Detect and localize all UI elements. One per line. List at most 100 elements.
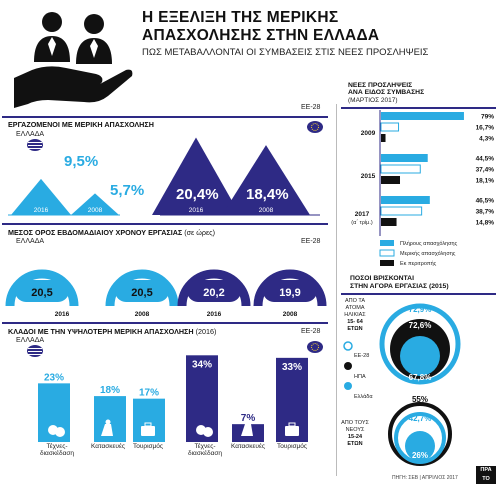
ring-g2-greece [405,431,435,461]
hires-tick-2017: 2017 [355,211,370,218]
bar-hires-2009-part [380,122,400,132]
bar-hires-2017-full [381,196,430,204]
sector-tick-eu-2: Τουρισμός [277,442,307,450]
construction-worker-icon [241,419,253,436]
new-hires-title-line2: ΑΝΑ ΕΙΔΟΣ ΣΥΜΒΑΣΗΣ [348,89,425,96]
legend-rotation-label: Εκ περιτροπής [400,260,437,267]
weekly-hours-title-wrap: ΜΕΣΟΣ ΟΡΟΣ ΕΒΔΟΜΑΔΙΑΙΟΥ ΧΡΟΝΟΥ ΕΡΓΑΣΙΑΣ … [8,228,215,237]
value-label-hires-2015-rotation: 18,1% [476,178,495,185]
section-divider [341,293,496,295]
value-label-gr-2008: 5,7% [110,182,144,199]
bar-hires-2017-rotation [381,218,397,226]
value-label-eu-2016: 20,4% [176,186,219,203]
value-label-sector-eu-0: 34% [192,359,212,370]
sector-tick-gr-0: Τέχνες-διασκέδαση [40,442,74,457]
value-label-hires-2017-full: 46,5% [476,198,495,205]
tri-eu-2016 [152,137,240,215]
suitcase-icon [141,422,155,436]
value-label-hours-gr-2016: 20,5 [31,287,52,299]
sectors-title: ΚΛΑΔΟΙ ΜΕ ΤΗΝ ΥΨΗΛΟΤΕΡΗ ΜΕΡΙΚΗ ΑΠΑΣΧΟΛΗΣ… [8,327,194,336]
new-hires-note: (ΜΑΡΤΙΟΣ 2017) [348,97,398,104]
weekly-hours-chart: 20,5 20,5 20,2 19,9 2016 2008 2016 2008 [5,269,327,318]
gauge-eu-2008: 19,9 [253,269,327,307]
value-label-sector-eu-2: 33% [282,362,302,373]
suitcase-icon [285,422,299,436]
sectors-title-wrap: ΚΛΑΔΟΙ ΜΕ ΤΗΝ ΥΨΗΛΟΤΕΡΗ ΜΕΡΙΚΗ ΑΠΑΣΧΟΛΗΣ… [8,327,216,336]
eu-flag-icon [307,341,323,353]
bar-hires-2015-rotation [381,176,401,184]
labour-g1-bold1: 15- 64 [347,319,364,325]
tick-gr-2016: 2016 [34,207,49,214]
value-label-hires-2015-part: 37,4% [476,167,495,174]
gauge-gr-2016: 20,5 [5,269,79,307]
greece-label: ΕΛΛΑΔΑ [16,131,45,138]
value-label-sector-gr-2: 17% [139,388,159,399]
tick-eu-2016: 2016 [189,207,204,214]
value-label-sector-gr-0: 23% [44,372,64,383]
sectors-note: (2016) [195,327,217,336]
labour-title-line1: ΠΟΣΟΙ ΒΡΙΣΚΟΝΤΑΙ [350,275,414,282]
tick-eu-2008: 2008 [259,207,274,214]
eu28-label: ΕΕ-28 [301,104,321,111]
labour-g1-bold2: ΕΤΩΝ [347,326,362,332]
legend-usa-label: ΗΠΑ [354,374,366,380]
new-hires-chart: 2009 2015 2017 (α΄ τρίμ.) 79% 16,7% 4,3% 44… [351,110,495,267]
publisher-logo: ΠΡΑ ΤΟ [476,466,496,484]
tick-gr-2008: 2008 [88,207,103,214]
section-divider [2,322,328,324]
sector-tick-eu-1: Κατασκευές [231,442,265,450]
value-label-hires-2009-full: 79% [481,114,494,121]
value-label-hours-gr-2008: 20,5 [131,287,152,299]
bar-hires-2017-part [380,206,423,216]
labour-g2-bold2: ΕΤΩΝ [347,441,362,447]
label-g2-second: 42,7% [409,414,432,423]
ring-g1-greece [400,336,440,376]
bar-hires-2009-full [381,112,464,120]
gauge-gr-2008: 20,5 [105,269,179,307]
labour-title-line2: ΣΤΗΝ ΑΓΟΡΑ ΕΡΓΑΣΙΑΣ (2015) [350,283,449,290]
legend-swatch-rotation [380,260,394,266]
theater-masks-icon [196,425,213,437]
legend-usa-dot [344,362,352,370]
greek-flag-icon [27,139,43,151]
value-label-hours-eu-2008: 19,9 [279,287,300,299]
value-label-sector-eu-1: 7% [241,413,256,424]
page-title-line2: ΑΠΑΣΧΟΛΗΣΗΣ ΣΤΗΝ ΕΛΛΑΔΑ [142,27,380,44]
value-label-sector-gr-1: 18% [100,385,120,396]
hires-tick-2015: 2015 [361,173,376,180]
labour-g1-line1: ΑΠΟ ΤΑ [345,298,365,304]
tick-hours-gr-2016: 2016 [55,311,70,318]
tick-hours-gr-2008: 2008 [135,311,150,318]
value-label-hires-2017-rotation: 14,8% [476,220,495,227]
value-label-hires-2009-rotation: 4,3% [479,136,494,143]
greece-label: ΕΛΛΑΔΑ [16,238,45,245]
greece-label: ΕΛΛΑΔΑ [16,337,45,344]
employed-part-time-chart: 9,5% 5,7% 20,4% 18,4% 2016 2008 2016 200… [8,137,320,216]
bar-hires-2009-rotation [381,134,386,142]
value-label-hires-2015-full: 44,5% [476,156,495,163]
labour-g2-line1: ΑΠΟ ΤΟΥΣ [341,420,369,426]
label-g1-greece: 67,8% [409,373,432,382]
construction-worker-icon [101,419,113,436]
hires-tick-2017-note: (α΄ τρίμ.) [351,220,373,226]
tick-hours-eu-2016: 2016 [207,311,222,318]
sector-tick-gr-2: Τουρισμός [133,442,163,450]
gauge-eu-2016: 20,2 [177,269,251,307]
handshake-people-icon [14,12,133,108]
value-label-gr-2016: 9,5% [64,153,98,170]
section-divider [341,107,496,109]
hires-tick-2009: 2009 [361,130,376,137]
tick-hours-eu-2008: 2008 [283,311,298,318]
value-label-hires-2009-part: 16,7% [476,125,495,132]
greek-flag-icon [27,345,43,357]
bar-hires-2015-full [381,154,428,162]
value-label-eu-2008: 18,4% [246,186,289,203]
tri-eu-2008 [222,145,310,215]
legend-eu-label: ΕΕ-28 [354,353,369,359]
eu28-label: ΕΕ-28 [301,238,321,245]
labour-g1-line3: ΗΛΙΚΙΑΣ [344,312,366,318]
source-note: ΠΗΓΗ: ΣΕΒ | ΑΠΡΙΛΙΟΣ 2017 [392,475,458,481]
tri-gr-2008 [71,193,119,215]
legend-full-label: Πλήρους απασχόλησης [400,240,458,247]
eu-flag-icon [307,121,323,133]
